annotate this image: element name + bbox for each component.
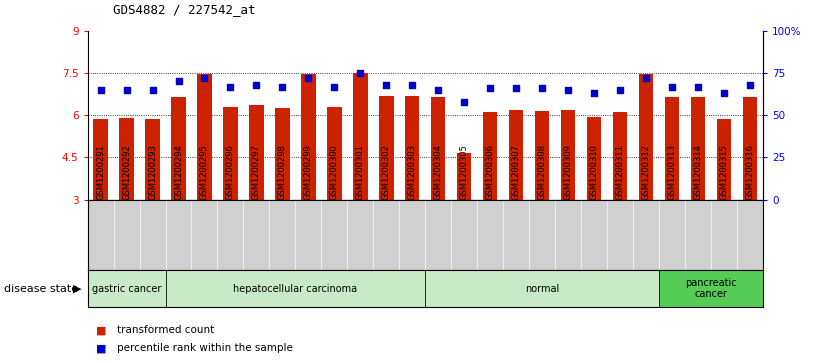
Point [484, 85, 497, 91]
Bar [88, 270, 165, 307]
Point [249, 82, 263, 88]
Bar [354, 73, 368, 200]
Bar [379, 95, 394, 200]
Text: normal: normal [525, 284, 560, 294]
Text: disease state: disease state [4, 284, 78, 294]
Point [379, 82, 393, 88]
Bar [301, 74, 315, 200]
Point [276, 83, 289, 89]
Bar [119, 118, 133, 200]
Bar [561, 110, 575, 200]
Point [354, 70, 367, 76]
Text: ■: ■ [96, 325, 107, 335]
Point [120, 87, 133, 93]
Bar [165, 270, 425, 307]
Point [94, 87, 108, 93]
Point [614, 87, 627, 93]
Point [666, 83, 679, 89]
Bar [743, 97, 757, 200]
Bar [613, 113, 627, 200]
Bar [665, 97, 680, 200]
Bar [198, 74, 212, 200]
Bar [483, 113, 497, 200]
Text: percentile rank within the sample: percentile rank within the sample [117, 343, 293, 354]
Bar [587, 117, 601, 200]
Point [587, 90, 600, 96]
Bar [405, 95, 420, 200]
Bar [691, 97, 706, 200]
Point [691, 83, 705, 89]
Point [743, 82, 756, 88]
Bar [509, 110, 524, 200]
Bar [275, 108, 289, 200]
Text: pancreatic
cancer: pancreatic cancer [686, 278, 737, 299]
Bar [457, 153, 471, 200]
Text: gastric cancer: gastric cancer [92, 284, 161, 294]
Point [458, 99, 471, 105]
Point [510, 85, 523, 91]
Bar [171, 97, 186, 200]
Bar [93, 119, 108, 200]
Bar [431, 97, 445, 200]
Bar [249, 105, 264, 200]
Point [172, 78, 185, 84]
Point [198, 75, 211, 81]
Point [405, 82, 419, 88]
Bar [224, 107, 238, 200]
Point [535, 85, 549, 91]
Bar [717, 119, 731, 200]
Text: transformed count: transformed count [117, 325, 214, 335]
Bar [639, 74, 653, 200]
Point [561, 87, 575, 93]
Bar [425, 270, 659, 307]
Point [432, 87, 445, 93]
Point [717, 90, 731, 96]
Text: GDS4882 / 227542_at: GDS4882 / 227542_at [113, 3, 255, 16]
Bar [659, 270, 763, 307]
Text: hepatocellular carcinoma: hepatocellular carcinoma [234, 284, 358, 294]
Point [640, 75, 653, 81]
Point [302, 75, 315, 81]
Point [146, 87, 159, 93]
Bar [535, 111, 550, 200]
Text: ■: ■ [96, 343, 107, 354]
Point [224, 83, 237, 89]
Text: ▶: ▶ [73, 284, 82, 294]
Point [328, 83, 341, 89]
Bar [145, 119, 159, 200]
Bar [327, 107, 342, 200]
